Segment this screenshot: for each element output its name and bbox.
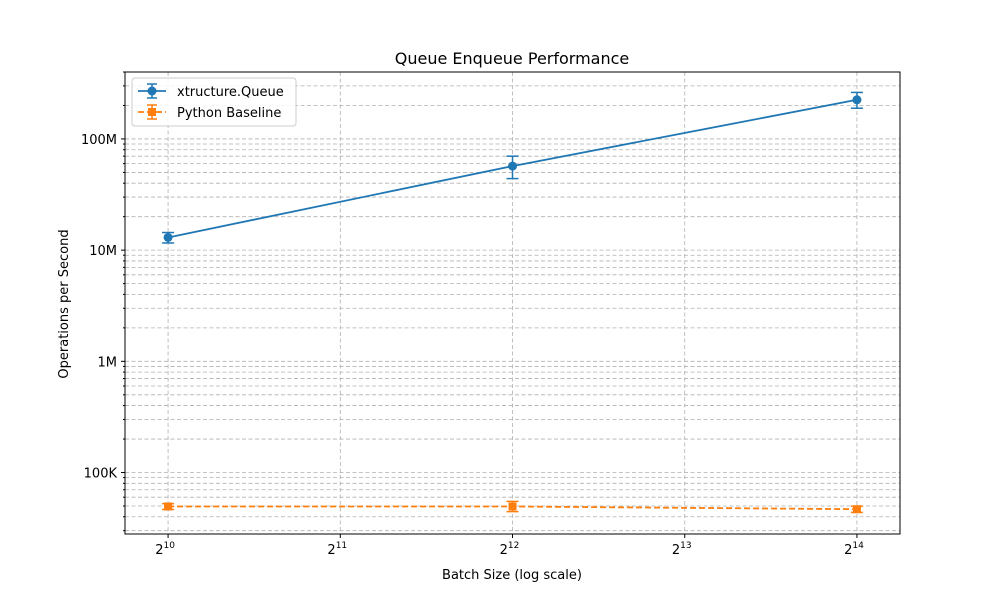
y-tick-label: 100M <box>81 133 117 148</box>
series-python-baseline <box>162 500 863 514</box>
x-tick-label: 213 <box>672 541 692 558</box>
y-tick-label: 1M <box>98 355 118 370</box>
series-layer <box>162 91 863 514</box>
y-axis-label: Operations per Second <box>57 229 72 378</box>
chart-title: Queue Enqueue Performance <box>395 49 630 68</box>
y-tick-label: 100K <box>84 467 118 482</box>
legend-label-python-baseline: Python Baseline <box>177 106 281 121</box>
legend-entry-python-baseline: Python Baseline <box>138 104 281 121</box>
legend-marker-python-baseline <box>148 108 156 116</box>
data-point-circle <box>852 95 862 105</box>
x-axis-label: Batch Size (log scale) <box>442 568 582 583</box>
x-tick-label: 211 <box>327 541 347 558</box>
data-point-square <box>508 502 517 511</box>
axis-ticks: 210 211 212 213 214 100K 1M 10M 100M <box>81 71 864 558</box>
legend-marker-xtructure-queue <box>147 86 157 96</box>
data-point-square <box>164 502 173 511</box>
data-point-circle <box>163 232 173 242</box>
grid-lines <box>125 71 900 534</box>
legend-label-xtructure-queue: xtructure.Queue <box>177 85 284 100</box>
x-tick-label: 212 <box>500 541 520 558</box>
x-tick-label: 214 <box>844 541 864 558</box>
x-tick-label: 210 <box>155 541 175 558</box>
legend: xtructure.Queue Python Baseline <box>131 77 297 127</box>
legend-box <box>131 77 297 127</box>
legend-entry-xtructure-queue: xtructure.Queue <box>138 83 284 100</box>
data-point-circle <box>508 161 518 171</box>
data-point-square <box>852 505 861 514</box>
series-xtructure-queue <box>162 91 863 244</box>
y-tick-label: 10M <box>89 244 117 259</box>
